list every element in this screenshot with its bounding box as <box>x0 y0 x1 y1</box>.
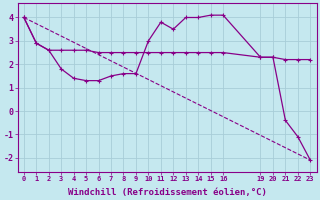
X-axis label: Windchill (Refroidissement éolien,°C): Windchill (Refroidissement éolien,°C) <box>68 188 267 197</box>
